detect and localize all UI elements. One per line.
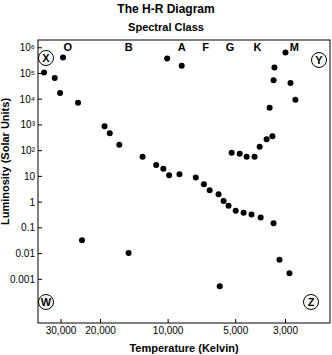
plot-frame — [38, 40, 330, 323]
corner-label: X — [42, 52, 50, 64]
star — [241, 210, 247, 216]
y-tick-label: 10³ — [21, 119, 36, 130]
spectral-class: G — [226, 41, 235, 53]
x-axis-label: Temperature (Kelvin) — [129, 342, 239, 354]
x-tick-label: 3,000 — [273, 325, 298, 336]
star — [75, 100, 81, 106]
star — [276, 257, 282, 263]
x-tick — [168, 319, 169, 323]
x-tick-label: 10,000 — [153, 325, 184, 336]
star — [116, 142, 122, 148]
y-tick — [38, 253, 42, 254]
star — [126, 250, 132, 256]
x-tick — [235, 319, 236, 323]
star — [201, 181, 207, 187]
x-tick-label: 20,000 — [85, 325, 116, 336]
spectral-class: F — [202, 41, 209, 53]
star — [52, 75, 58, 81]
corner-circle — [312, 53, 327, 68]
y-tick-label: 10² — [21, 145, 36, 156]
x-tick — [285, 319, 286, 323]
background — [0, 0, 332, 355]
star — [107, 130, 113, 136]
y-tick-label: 1 — [29, 197, 35, 208]
star — [79, 237, 85, 243]
x-tick-label: 30,000 — [46, 325, 77, 336]
title: The H-R Diagram — [117, 2, 214, 16]
corner-circle — [304, 295, 319, 310]
x-tick-label: 5,000 — [223, 325, 248, 336]
corner-label: Y — [315, 54, 323, 66]
star — [257, 144, 263, 150]
star — [60, 54, 66, 60]
star — [287, 80, 293, 86]
star — [249, 211, 255, 217]
star — [57, 90, 63, 96]
star — [252, 154, 258, 160]
y-tick-label: 0.1 — [21, 222, 35, 233]
star — [102, 123, 108, 129]
spectral-class: A — [178, 41, 186, 53]
star — [216, 191, 222, 197]
star — [166, 172, 172, 178]
spectral-class: O — [63, 41, 72, 53]
y-tick — [38, 202, 42, 203]
star — [271, 65, 277, 71]
x-tick — [100, 319, 101, 323]
star — [258, 215, 264, 221]
star — [292, 97, 298, 103]
star — [41, 69, 47, 75]
star — [226, 203, 232, 209]
star — [160, 166, 166, 172]
corner-label: W — [41, 296, 52, 308]
star — [282, 50, 288, 56]
star — [207, 187, 213, 193]
star — [193, 175, 199, 181]
y-tick — [38, 99, 42, 100]
star — [153, 162, 159, 168]
corner-circle — [39, 51, 54, 66]
star — [217, 283, 223, 289]
spectral-class: B — [125, 41, 133, 53]
star — [233, 208, 239, 214]
star — [221, 198, 227, 204]
star — [269, 133, 275, 139]
chart: The H-R DiagramSpectral Class10⁶10⁵10⁴10… — [0, 0, 332, 355]
y-tick-label: 10⁶ — [20, 42, 35, 53]
y-tick-label: 10⁴ — [20, 94, 35, 105]
star — [237, 151, 243, 157]
star — [264, 136, 270, 142]
corner-label: Z — [308, 296, 315, 308]
y-tick — [38, 279, 42, 280]
y-tick-label: 10⁵ — [20, 68, 35, 79]
spectral-class: K — [253, 41, 261, 53]
y-axis-label: Luminosity (Solar Units) — [0, 98, 11, 225]
y-tick-label: 0.001 — [10, 274, 35, 285]
star — [140, 154, 146, 160]
star — [164, 56, 170, 62]
y-tick — [38, 176, 42, 177]
spectral-class: M — [290, 41, 299, 53]
y-tick-label: 0.01 — [16, 248, 36, 259]
y-tick-label: 10 — [24, 171, 36, 182]
subtitle: Spectral Class — [128, 21, 204, 33]
star — [267, 105, 273, 111]
star — [176, 171, 182, 177]
star — [286, 270, 292, 276]
star — [271, 220, 277, 226]
y-tick — [38, 124, 42, 125]
y-tick — [38, 227, 42, 228]
star — [271, 77, 277, 83]
y-tick — [38, 47, 42, 48]
y-tick — [38, 150, 42, 151]
x-tick — [61, 319, 62, 323]
star — [229, 150, 235, 156]
corner-circle — [39, 295, 54, 310]
points — [41, 50, 298, 290]
star — [179, 63, 185, 69]
star — [244, 154, 250, 160]
